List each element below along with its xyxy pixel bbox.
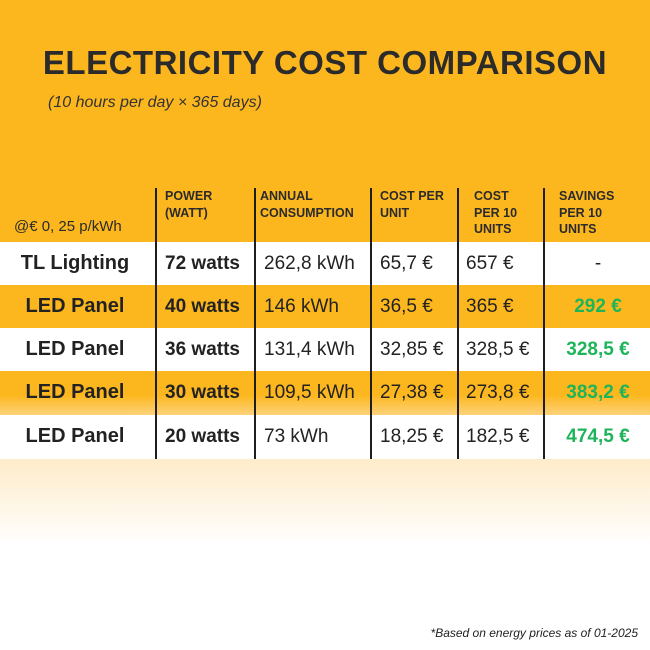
- row-cost-10: 273,8 €: [466, 382, 530, 403]
- row-cost-10: 365 €: [466, 296, 514, 317]
- row-cost-unit: 36,5 €: [380, 296, 433, 317]
- row-cost-10: 657 €: [466, 253, 514, 274]
- row-name: LED Panel: [25, 381, 125, 403]
- column-divider: [370, 188, 372, 459]
- table-row: TL Lighting 72 watts 262,8 kWh 65,7 € 65…: [0, 242, 650, 285]
- column-divider: [254, 188, 256, 459]
- column-divider: [543, 188, 545, 459]
- row-annual: 73 kWh: [264, 426, 329, 447]
- footnote: *Based on energy prices as of 01-2025: [430, 626, 638, 640]
- row-savings: 383,2 €: [566, 382, 630, 403]
- header-savings: SAVINGS PER 10 UNITS: [559, 189, 615, 236]
- row-savings: -: [594, 253, 602, 274]
- row-power: 30 watts: [165, 382, 240, 403]
- row-name: LED Panel: [25, 425, 125, 447]
- row-annual: 131,4 kWh: [264, 339, 355, 360]
- subtitle: (10 hours per day × 365 days): [48, 94, 262, 111]
- table-row: LED Panel 20 watts 73 kWh 18,25 € 182,5 …: [0, 415, 650, 459]
- header-annual: ANNUAL CONSUMPTION: [260, 189, 354, 220]
- table-row: LED Panel 30 watts 109,5 kWh 27,38 € 273…: [0, 371, 650, 415]
- row-cost-10: 182,5 €: [466, 426, 530, 447]
- row-cost-unit: 18,25 €: [380, 426, 444, 447]
- row-annual: 262,8 kWh: [264, 253, 355, 274]
- row-cost-10: 328,5 €: [466, 339, 530, 360]
- row-annual: 109,5 kWh: [264, 382, 355, 403]
- row-power: 72 watts: [165, 253, 240, 274]
- row-savings: 292 €: [574, 296, 622, 317]
- row-cost-unit: 65,7 €: [380, 253, 433, 274]
- row-savings: 328,5 €: [566, 339, 630, 360]
- row-name: LED Panel: [25, 338, 125, 360]
- table-row: LED Panel 40 watts 146 kWh 36,5 € 365 € …: [0, 285, 650, 328]
- column-divider: [155, 188, 157, 459]
- header-cost-unit: COST PER UNIT: [380, 189, 444, 220]
- row-annual: 146 kWh: [264, 296, 339, 317]
- row-name: TL Lighting: [20, 252, 130, 274]
- page-title: ELECTRICITY COST COMPARISON: [42, 44, 608, 81]
- header-cost-10: COST PER 10 UNITS: [474, 189, 518, 236]
- row-cost-unit: 32,85 €: [380, 339, 444, 360]
- row-savings: 474,5 €: [566, 426, 630, 447]
- row-power: 36 watts: [165, 339, 240, 360]
- header-power: POWER (WATT): [165, 189, 213, 220]
- row-power: 40 watts: [165, 296, 240, 317]
- row-cost-unit: 27,38 €: [380, 382, 444, 403]
- table-row: LED Panel 36 watts 131,4 kWh 32,85 € 328…: [0, 328, 650, 371]
- column-divider: [457, 188, 459, 459]
- row-name: LED Panel: [25, 295, 125, 317]
- rate-label: @€ 0, 25 p/kWh: [14, 218, 122, 235]
- row-power: 20 watts: [165, 426, 240, 447]
